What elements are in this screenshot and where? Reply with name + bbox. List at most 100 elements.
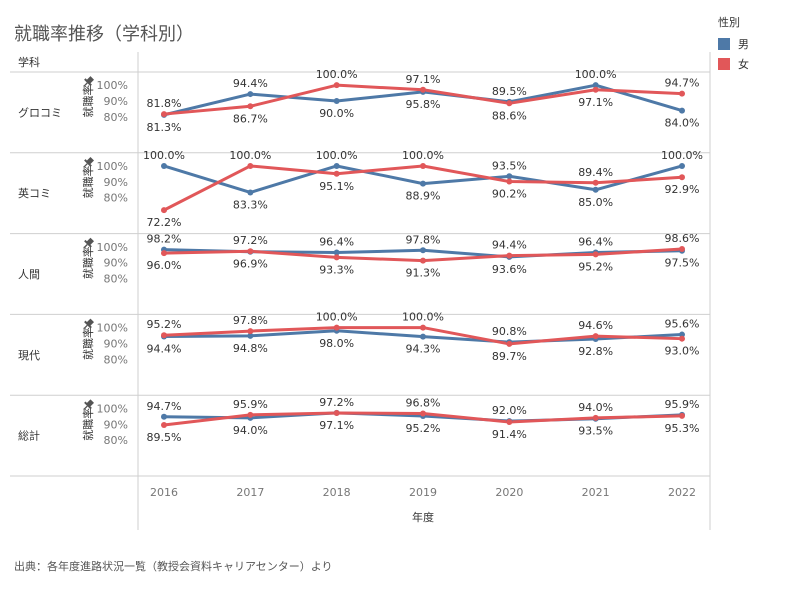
data-point-male[interactable] (247, 332, 254, 339)
data-point-female[interactable] (333, 409, 340, 416)
data-point-female[interactable] (247, 103, 254, 110)
y-tick-label: 90% (104, 176, 128, 189)
data-point-female[interactable] (247, 248, 254, 255)
data-point-female[interactable] (333, 82, 340, 89)
data-label-male: 94.0% (233, 424, 268, 437)
x-tick-label: 2022 (668, 486, 696, 499)
data-point-male[interactable] (592, 82, 599, 89)
data-label-female: 97.1% (319, 419, 354, 432)
data-point-male[interactable] (333, 249, 340, 256)
data-label-female: 89.4% (578, 166, 613, 179)
y-axis-title: 就職率 (81, 246, 95, 279)
legend-item-female[interactable]: 女 (718, 54, 749, 74)
data-point-female[interactable] (420, 162, 426, 169)
data-label-female: 91.4% (492, 428, 527, 441)
legend-label-female: 女 (738, 58, 749, 71)
data-point-female[interactable] (420, 410, 426, 417)
data-point-female[interactable] (161, 422, 167, 429)
data-point-male[interactable] (161, 162, 167, 169)
data-point-male[interactable] (679, 162, 685, 169)
data-label-male: 88.9% (406, 190, 441, 203)
data-point-female[interactable] (161, 332, 167, 339)
data-point-female[interactable] (247, 162, 254, 169)
pin-icon[interactable] (81, 398, 96, 413)
data-point-female[interactable] (506, 252, 513, 259)
data-label-male: 94.8% (233, 342, 268, 355)
data-label-male: 89.5% (492, 85, 527, 98)
data-label-female: 95.1% (319, 180, 354, 193)
data-point-female[interactable] (679, 174, 685, 181)
data-point-female[interactable] (506, 419, 513, 426)
y-tick-label: 90% (104, 337, 128, 350)
row-header-label: 学科 (18, 55, 40, 69)
data-label-female: 93.0% (665, 345, 700, 358)
data-point-male[interactable] (333, 162, 340, 169)
y-tick-label: 100% (97, 322, 128, 335)
data-point-female[interactable] (420, 324, 426, 331)
data-label-male: 92.0% (492, 404, 527, 417)
data-point-male[interactable] (420, 333, 426, 340)
data-label-female: 93.3% (319, 263, 354, 276)
data-point-female[interactable] (592, 179, 599, 186)
data-point-male[interactable] (161, 413, 167, 420)
data-label-male: 95.8% (406, 98, 441, 111)
data-label-male: 90.0% (319, 107, 354, 120)
data-point-female[interactable] (420, 257, 426, 264)
data-label-male: 97.5% (665, 257, 700, 270)
data-point-female[interactable] (506, 100, 513, 107)
data-point-female[interactable] (247, 411, 254, 418)
data-label-female: 95.9% (233, 398, 268, 411)
data-point-female[interactable] (333, 324, 340, 331)
data-point-male[interactable] (247, 189, 254, 196)
data-point-female[interactable] (161, 111, 167, 118)
pin-icon[interactable] (81, 236, 96, 251)
data-point-female[interactable] (679, 335, 685, 342)
data-label-female: 97.1% (578, 96, 613, 109)
data-label-female: 100.0% (316, 311, 358, 324)
data-point-female[interactable] (333, 254, 340, 261)
data-label-male: 93.5% (492, 159, 527, 172)
pin-icon[interactable] (81, 156, 96, 171)
panel-label: グロコミ (18, 105, 62, 119)
data-point-female[interactable] (592, 251, 599, 258)
x-tick-label: 2016 (150, 486, 178, 499)
y-tick-label: 80% (104, 192, 128, 205)
data-point-male[interactable] (679, 107, 685, 114)
data-point-male[interactable] (247, 91, 254, 98)
data-label-male: 95.9% (665, 398, 700, 411)
data-label-male: 94.3% (406, 343, 441, 356)
pin-icon[interactable] (81, 317, 96, 332)
data-point-female[interactable] (592, 86, 599, 93)
data-point-female[interactable] (420, 86, 426, 93)
legend-item-male[interactable]: 男 (718, 34, 749, 54)
data-point-female[interactable] (506, 340, 513, 347)
data-label-female: 81.8% (147, 97, 182, 110)
y-tick-label: 80% (104, 111, 128, 124)
data-label-male: 97.2% (319, 396, 354, 409)
data-label-male: 92.8% (578, 345, 613, 358)
data-label-female: 100.0% (316, 68, 358, 81)
data-point-male[interactable] (592, 186, 599, 193)
data-point-female[interactable] (679, 245, 685, 252)
data-point-female[interactable] (679, 90, 685, 97)
data-point-female[interactable] (247, 328, 254, 335)
data-label-female: 94.0% (578, 401, 613, 414)
y-tick-label: 100% (97, 79, 128, 92)
data-label-male: 93.5% (578, 425, 613, 438)
data-point-male[interactable] (420, 180, 426, 187)
data-point-female[interactable] (592, 414, 599, 421)
pin-icon[interactable] (81, 75, 96, 90)
data-point-female[interactable] (679, 412, 685, 419)
data-point-female[interactable] (161, 207, 167, 214)
data-label-male: 100.0% (143, 149, 185, 162)
data-point-female[interactable] (592, 333, 599, 340)
data-point-female[interactable] (506, 178, 513, 185)
data-label-male: 94.4% (147, 342, 182, 355)
data-label-male: 95.2% (406, 422, 441, 435)
data-point-male[interactable] (333, 98, 340, 105)
data-point-male[interactable] (506, 173, 513, 180)
data-point-male[interactable] (420, 247, 426, 254)
data-point-female[interactable] (333, 170, 340, 177)
data-point-male[interactable] (679, 331, 685, 338)
data-point-female[interactable] (161, 250, 167, 257)
